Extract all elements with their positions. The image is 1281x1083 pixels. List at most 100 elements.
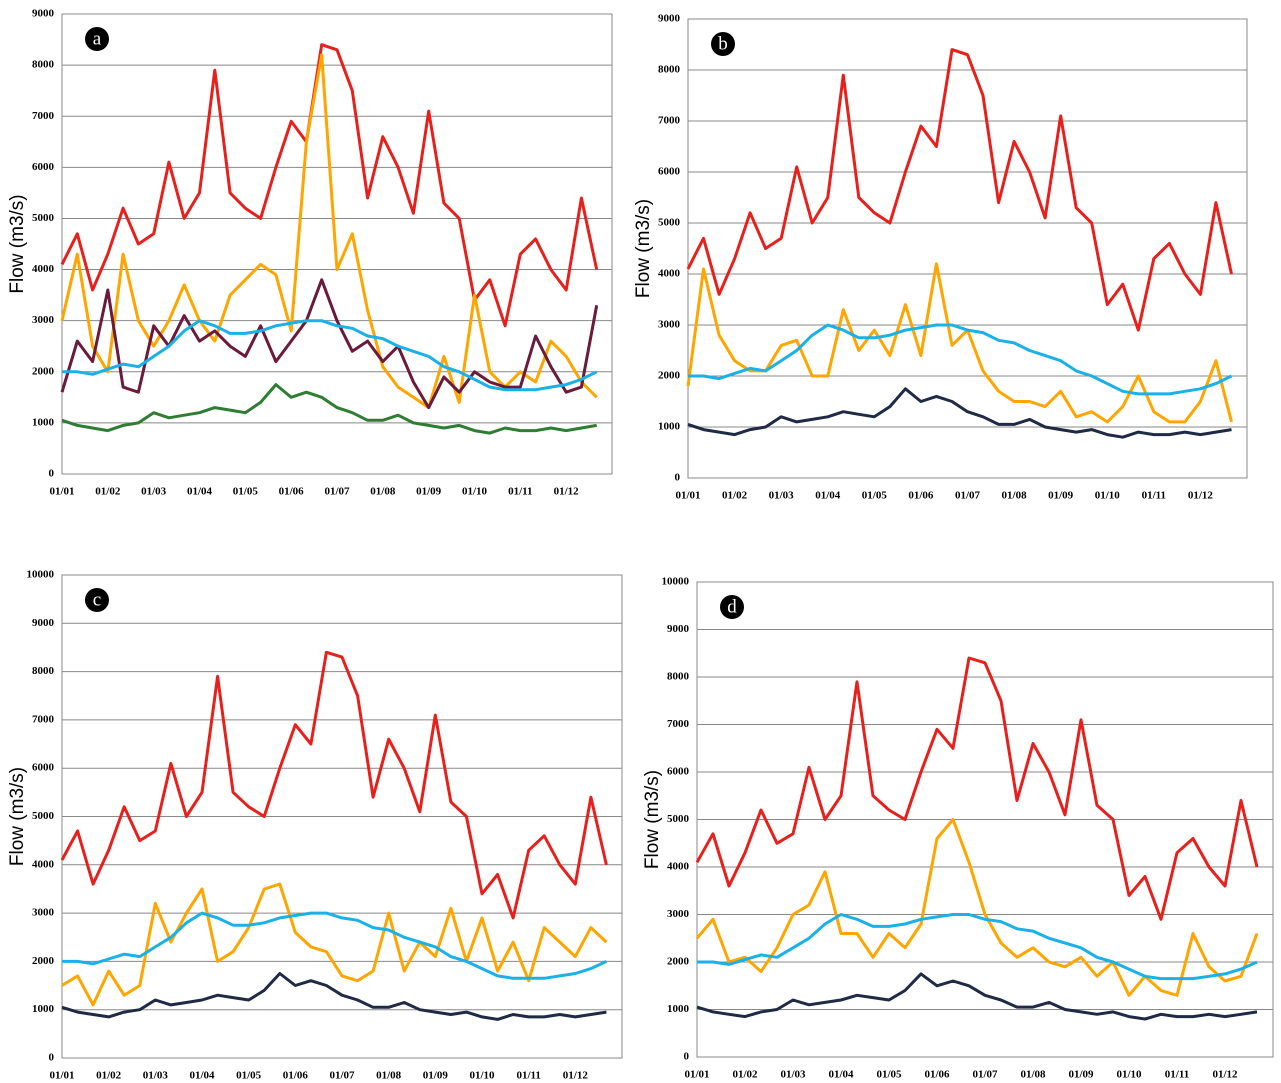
x-tick-label: 01/07	[955, 490, 981, 502]
x-tick-label: 01/03	[769, 490, 795, 502]
y-tick-label: 7000	[667, 718, 690, 730]
x-tick-label: 01/09	[1048, 490, 1074, 502]
y-tick-label: 7000	[32, 110, 55, 122]
y-tick-label: 4000	[667, 861, 690, 873]
x-tick-label: 01/09	[423, 1070, 449, 1082]
y-tick-label: 3000	[32, 907, 55, 919]
panel-badge	[85, 588, 109, 612]
series-line	[695, 818, 1259, 997]
x-tick-label: 01/12	[1188, 490, 1214, 502]
y-tick-label: 1000	[32, 416, 55, 428]
y-tick-label: 3000	[32, 314, 55, 326]
x-tick-label: 01/04	[815, 490, 841, 502]
series-line	[61, 972, 607, 1021]
x-tick-label: 01/05	[236, 1070, 262, 1082]
chart-panel: 0 1000 2000 3000 4000 5000 6000 7000 8000 9000 100…	[642, 576, 1274, 1081]
y-tick-label: 9000	[658, 13, 681, 25]
series-line	[697, 913, 1258, 981]
y-tick-label: 8000	[32, 59, 55, 71]
series-line	[686, 262, 1233, 424]
series-line	[61, 882, 608, 1007]
y-tick-label: 3000	[667, 908, 690, 920]
series-line	[62, 911, 608, 980]
y-tick-label: 8000	[667, 671, 690, 683]
y-tick-label: 0	[49, 1052, 55, 1064]
panel-label: a	[93, 28, 102, 49]
x-tick-label: 01/04	[187, 486, 213, 498]
y-tick-label: 4000	[658, 268, 681, 280]
y-tick-label: 2000	[32, 955, 55, 967]
panel-badge	[85, 27, 109, 51]
panel-badge	[720, 595, 744, 619]
y-tick-label: 5000	[32, 212, 55, 224]
series-line	[60, 650, 608, 920]
x-tick-label: 01/03	[143, 1070, 169, 1082]
x-tick-label: 01/12	[554, 486, 580, 498]
series-line	[695, 656, 1259, 921]
y-tick-label: 5000	[658, 217, 681, 229]
y-tick-label: 6000	[658, 166, 681, 178]
y-tick-label: 8000	[658, 64, 681, 76]
series-line	[62, 319, 598, 392]
y-tick-label: 1000	[658, 421, 681, 433]
x-tick-label: 01/12	[563, 1070, 589, 1082]
x-tick-label: 01/06	[908, 490, 934, 502]
y-tick-label: 1000	[667, 1003, 690, 1015]
y-axis-label: Flow (m3/s)	[7, 767, 28, 866]
x-tick-label: 01/01	[49, 486, 74, 498]
y-tick-label: 4000	[32, 858, 55, 870]
x-tick-label: 01/11	[1142, 490, 1166, 502]
x-tick-label: 01/08	[370, 486, 396, 498]
x-tick-label: 01/09	[1068, 1069, 1094, 1081]
x-tick-label: 01/02	[95, 486, 121, 498]
y-tick-label: 7000	[658, 115, 681, 127]
x-tick-label: 01/11	[516, 1070, 540, 1082]
y-axis-label: Flow (m3/s)	[633, 199, 654, 298]
y-tick-label: 9000	[32, 617, 55, 629]
plot-border	[61, 574, 623, 1059]
series-line	[61, 383, 597, 435]
series-line	[60, 43, 599, 328]
y-tick-label: 5000	[667, 813, 690, 825]
x-tick-label: 01/10	[1116, 1069, 1142, 1081]
plot-border	[696, 581, 1274, 1058]
series-line	[687, 387, 1232, 439]
x-tick-label: 01/04	[189, 1070, 215, 1082]
plot-border	[687, 18, 1248, 479]
y-tick-label: 4000	[32, 263, 55, 275]
panel-badge	[711, 32, 735, 56]
y-tick-label: 2000	[667, 956, 690, 968]
y-tick-label: 6000	[667, 766, 690, 778]
y-tick-label: 2000	[32, 365, 55, 377]
x-tick-label: 01/05	[876, 1069, 902, 1081]
y-tick-label: 0	[49, 468, 55, 480]
chart-panel: 0 1000 2000 3000 4000 5000 6000 7000 8000 9000 01/…	[7, 8, 613, 498]
y-tick-label: 0	[684, 1051, 690, 1063]
x-tick-label: 01/11	[1165, 1069, 1189, 1081]
x-tick-label: 01/07	[972, 1069, 998, 1081]
x-tick-label: 01/07	[329, 1070, 355, 1082]
y-tick-label: 5000	[32, 810, 55, 822]
x-tick-label: 01/02	[732, 1069, 758, 1081]
x-tick-label: 01/08	[376, 1070, 402, 1082]
y-tick-label: 2000	[658, 370, 681, 382]
panel-label: d	[727, 596, 737, 617]
x-tick-label: 01/03	[780, 1069, 806, 1081]
x-tick-label: 01/01	[675, 490, 700, 502]
x-tick-label: 01/09	[416, 486, 442, 498]
y-tick-label: 3000	[658, 319, 681, 331]
y-axis-label: Flow (m3/s)	[7, 194, 28, 293]
chart-panel: 0 1000 2000 3000 4000 5000 6000 7000 8000 9000 100…	[7, 569, 623, 1082]
x-tick-label: 01/06	[924, 1069, 950, 1081]
x-tick-label: 01/01	[684, 1069, 709, 1081]
x-tick-label: 01/12	[1212, 1069, 1238, 1081]
chart-panel: 0 1000 2000 3000 4000 5000 6000 7000 8000 9000 01/…	[633, 13, 1248, 502]
x-tick-label: 01/04	[828, 1069, 854, 1081]
x-tick-label: 01/08	[1020, 1069, 1046, 1081]
y-tick-label: 6000	[32, 762, 55, 774]
y-tick-label: 1000	[32, 1003, 55, 1015]
x-tick-label: 01/11	[508, 486, 532, 498]
y-tick-label: 7000	[32, 713, 55, 725]
y-tick-label: 10000	[27, 569, 55, 581]
